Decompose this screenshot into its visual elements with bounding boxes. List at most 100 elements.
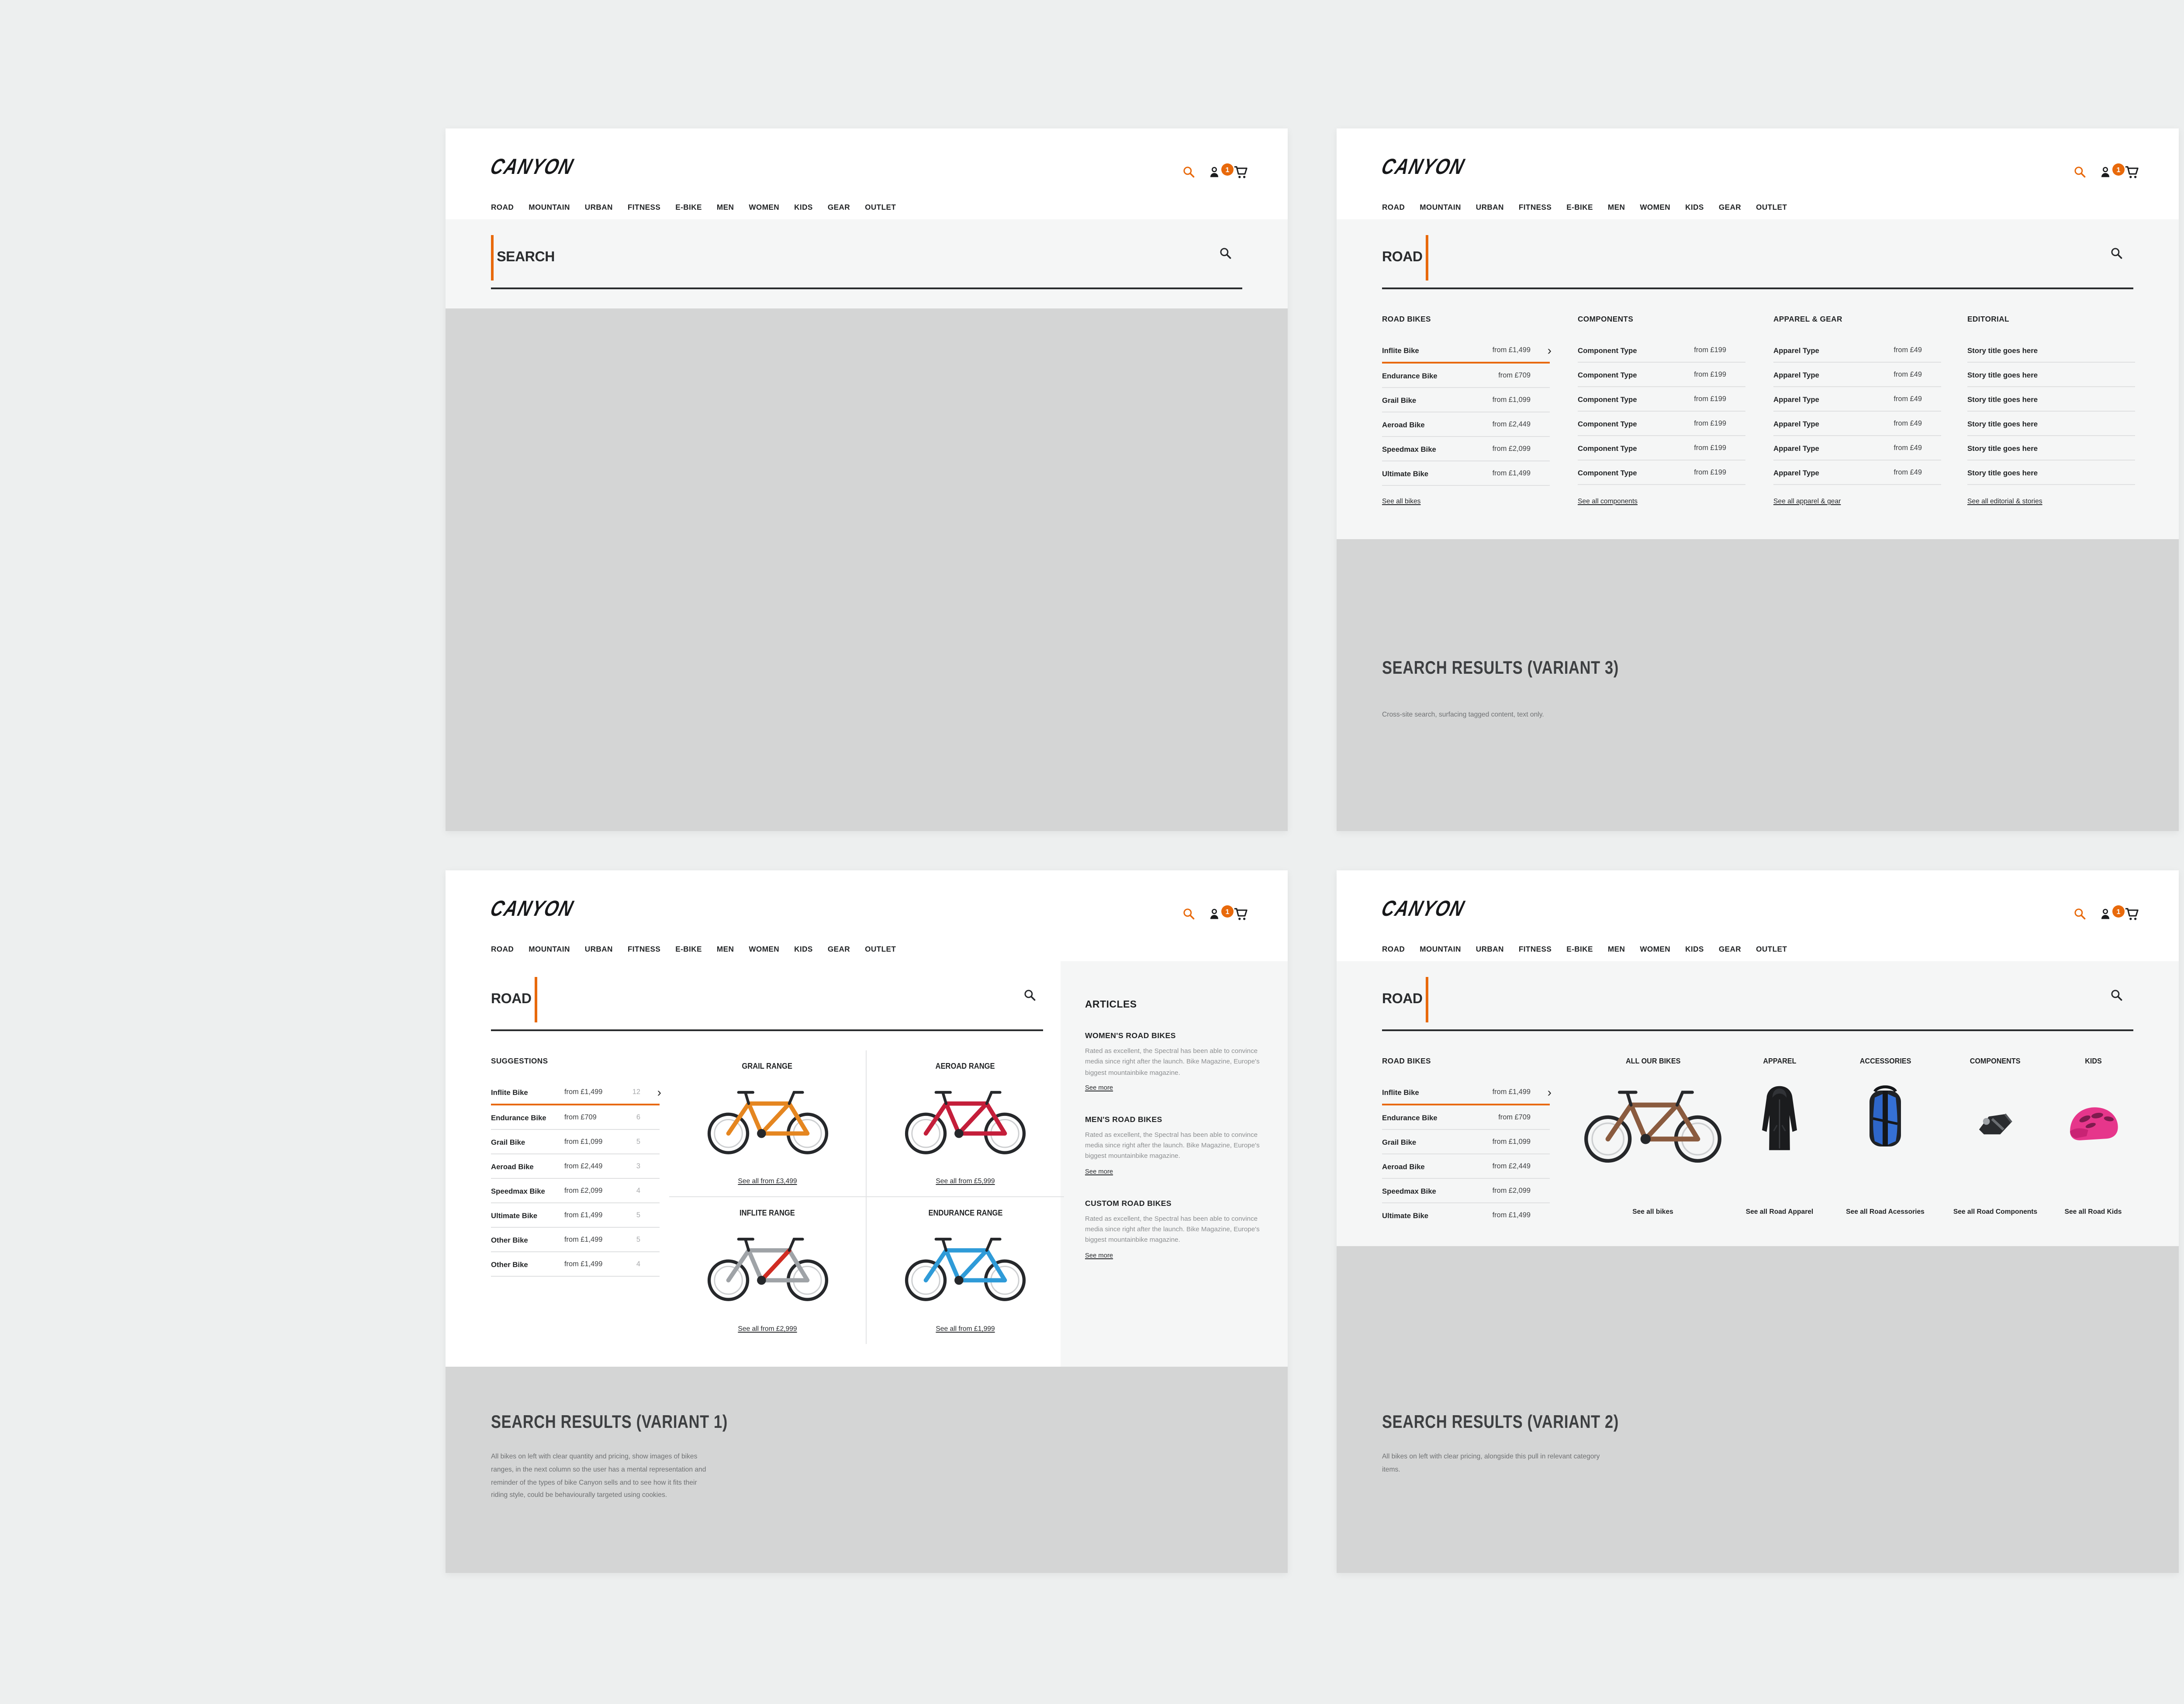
see-more-link[interactable]: See more — [1085, 1083, 1113, 1091]
menu-row-aeroad[interactable]: Aeroad Bike from £2,449 — [1382, 412, 1550, 437]
suggestion-row-grail[interactable]: Grail Bike from £1,099 5 — [491, 1130, 660, 1154]
cart-button[interactable]: 1 — [1221, 905, 1249, 922]
nav-item-urban[interactable]: URBAN — [1476, 945, 1504, 953]
nav-item-women[interactable]: WOMEN — [749, 945, 780, 953]
nav-item-road[interactable]: ROAD — [491, 203, 514, 211]
nav-item-mountain[interactable]: MOUNTAIN — [529, 203, 570, 211]
account-icon[interactable] — [2098, 165, 2112, 179]
account-icon[interactable] — [1207, 165, 1221, 179]
menu-row-apparel[interactable]: Apparel Type from £49 — [1773, 461, 1941, 485]
menu-row-component[interactable]: Component Type from £199 — [1578, 461, 1745, 485]
menu-row-grail[interactable]: Grail Bike from £1,099 — [1382, 388, 1550, 412]
nav-item-men[interactable]: MEN — [1607, 945, 1625, 953]
nav-item-ebike[interactable]: E-BIKE — [675, 945, 702, 953]
menu-row-component[interactable]: Component Type from £199 — [1578, 363, 1745, 387]
cart-button[interactable]: 1 — [1221, 163, 1249, 180]
suggestion-row-inflite[interactable]: Inflite Bike from £1,499 12 › — [491, 1080, 661, 1105]
nav-item-road[interactable]: ROAD — [491, 945, 514, 953]
see-all-apparel-link[interactable]: See all apparel & gear — [1773, 497, 1841, 505]
suggestion-row-aeroad[interactable]: Aeroad Bike from £2,449 3 — [491, 1154, 660, 1179]
menu-row-story[interactable]: Story title goes here — [1967, 461, 2135, 485]
search-submit-icon[interactable] — [1022, 987, 1037, 1002]
search-icon[interactable] — [2072, 164, 2087, 179]
see-all-bikes-link[interactable]: See all bikes — [1382, 497, 1421, 505]
search-icon[interactable] — [1181, 906, 1196, 921]
cart-button[interactable]: 1 — [2112, 163, 2140, 180]
see-more-link[interactable]: See more — [1085, 1251, 1113, 1259]
nav-item-kids[interactable]: KIDS — [794, 203, 813, 211]
menu-row-apparel[interactable]: Apparel Type from £49 — [1773, 436, 1941, 461]
suggestion-row-other[interactable]: Other Bike from £1,499 5 — [491, 1228, 660, 1252]
grail-range-card[interactable]: GRAIL RANGE See all from £3,499 — [669, 1050, 867, 1197]
search-submit-icon[interactable] — [2109, 246, 2124, 260]
menu-row-grail[interactable]: Grail Bike from £1,099 — [1382, 1130, 1550, 1154]
menu-row-story[interactable]: Story title goes here — [1967, 338, 2135, 363]
menu-row-apparel[interactable]: Apparel Type from £49 — [1773, 387, 1941, 412]
nav-item-fitness[interactable]: FITNESS — [627, 945, 661, 953]
search-icon[interactable] — [2072, 906, 2087, 921]
endurance-range-card[interactable]: ENDURANCE RANGE See all from £1,999 — [867, 1197, 1064, 1344]
aeroad-range-card[interactable]: AEROAD RANGE See all from £5,999 — [867, 1050, 1064, 1197]
nav-item-ebike[interactable]: E-BIKE — [1566, 945, 1593, 953]
nav-item-outlet[interactable]: OUTLET — [1756, 945, 1787, 953]
menu-row-apparel[interactable]: Apparel Type from £49 — [1773, 338, 1941, 363]
menu-row-aeroad[interactable]: Aeroad Bike from £2,449 — [1382, 1154, 1550, 1179]
menu-row-component[interactable]: Component Type from £199 — [1578, 412, 1745, 436]
menu-row-speedmax[interactable]: Speedmax Bike from £2,099 — [1382, 437, 1550, 461]
menu-row-story[interactable]: Story title goes here — [1967, 387, 2135, 412]
nav-item-outlet[interactable]: OUTLET — [865, 945, 896, 953]
see-all-road-kids-link[interactable]: See all Road Kids — [2064, 1208, 2122, 1216]
nav-item-gear[interactable]: GEAR — [1718, 203, 1742, 211]
nav-item-gear[interactable]: GEAR — [827, 203, 850, 211]
see-more-link[interactable]: See more — [1085, 1167, 1113, 1175]
nav-item-outlet[interactable]: OUTLET — [865, 203, 896, 211]
menu-row-endurance[interactable]: Endurance Bike from £709 — [1382, 1105, 1550, 1130]
nav-item-ebike[interactable]: E-BIKE — [675, 203, 702, 211]
nav-item-fitness[interactable]: FITNESS — [1518, 203, 1552, 211]
menu-row-component[interactable]: Component Type from £199 — [1578, 387, 1745, 412]
menu-row-speedmax[interactable]: Speedmax Bike from £2,099 — [1382, 1179, 1550, 1203]
nav-item-ebike[interactable]: E-BIKE — [1566, 203, 1593, 211]
see-all-road-apparel-link[interactable]: See all Road Apparel — [1745, 1208, 1814, 1216]
menu-row-apparel[interactable]: Apparel Type from £49 — [1773, 363, 1941, 387]
nav-item-kids[interactable]: KIDS — [1685, 945, 1704, 953]
search-input[interactable]: SEARCH — [491, 232, 555, 284]
menu-row-story[interactable]: Story title goes here — [1967, 412, 2135, 436]
nav-item-outlet[interactable]: OUTLET — [1756, 203, 1787, 211]
nav-item-mountain[interactable]: MOUNTAIN — [1420, 945, 1461, 953]
nav-item-fitness[interactable]: FITNESS — [1518, 945, 1552, 953]
menu-row-component[interactable]: Component Type from £199 — [1578, 338, 1745, 363]
menu-row-component[interactable]: Component Type from £199 — [1578, 436, 1745, 461]
search-input[interactable]: ROAD — [1382, 232, 1428, 284]
search-input[interactable]: ROAD — [491, 973, 537, 1026]
cart-button[interactable]: 1 — [2112, 905, 2140, 922]
nav-item-road[interactable]: ROAD — [1382, 945, 1405, 953]
menu-row-apparel[interactable]: Apparel Type from £49 — [1773, 412, 1941, 436]
account-icon[interactable] — [1207, 907, 1221, 921]
suggestion-row-speedmax[interactable]: Speedmax Bike from £2,099 4 — [491, 1179, 660, 1203]
menu-row-ultimate[interactable]: Ultimate Bike from £1,499 — [1382, 461, 1550, 486]
nav-item-urban[interactable]: URBAN — [1476, 203, 1504, 211]
nav-item-women[interactable]: WOMEN — [1640, 945, 1671, 953]
nav-item-mountain[interactable]: MOUNTAIN — [1420, 203, 1461, 211]
see-all-components-link[interactable]: See all components — [1578, 497, 1638, 505]
nav-item-women[interactable]: WOMEN — [1640, 203, 1671, 211]
menu-row-inflite[interactable]: Inflite Bike from £1,499 › — [1382, 338, 1552, 364]
nav-item-mountain[interactable]: MOUNTAIN — [529, 945, 570, 953]
search-submit-icon[interactable] — [1218, 246, 1233, 260]
see-all-road-components-link[interactable]: See all Road Components — [1953, 1208, 2038, 1216]
suggestion-row-endurance[interactable]: Endurance Bike from £709 6 — [491, 1105, 660, 1130]
search-icon[interactable] — [1181, 164, 1196, 179]
see-all-road-accessories-link[interactable]: See all Road Acessories — [1846, 1208, 1925, 1216]
see-all-inflite-link[interactable]: See all from £2,999 — [738, 1325, 797, 1333]
menu-row-inflite[interactable]: Inflite Bike from £1,499 › — [1382, 1080, 1552, 1105]
nav-item-men[interactable]: MEN — [716, 203, 734, 211]
nav-item-urban[interactable]: URBAN — [584, 945, 613, 953]
nav-item-gear[interactable]: GEAR — [1718, 945, 1742, 953]
nav-item-fitness[interactable]: FITNESS — [627, 203, 661, 211]
menu-row-story[interactable]: Story title goes here — [1967, 436, 2135, 461]
nav-item-kids[interactable]: KIDS — [1685, 203, 1704, 211]
nav-item-road[interactable]: ROAD — [1382, 203, 1405, 211]
account-icon[interactable] — [2098, 907, 2112, 921]
suggestion-row-ultimate[interactable]: Ultimate Bike from £1,499 5 — [491, 1203, 660, 1228]
